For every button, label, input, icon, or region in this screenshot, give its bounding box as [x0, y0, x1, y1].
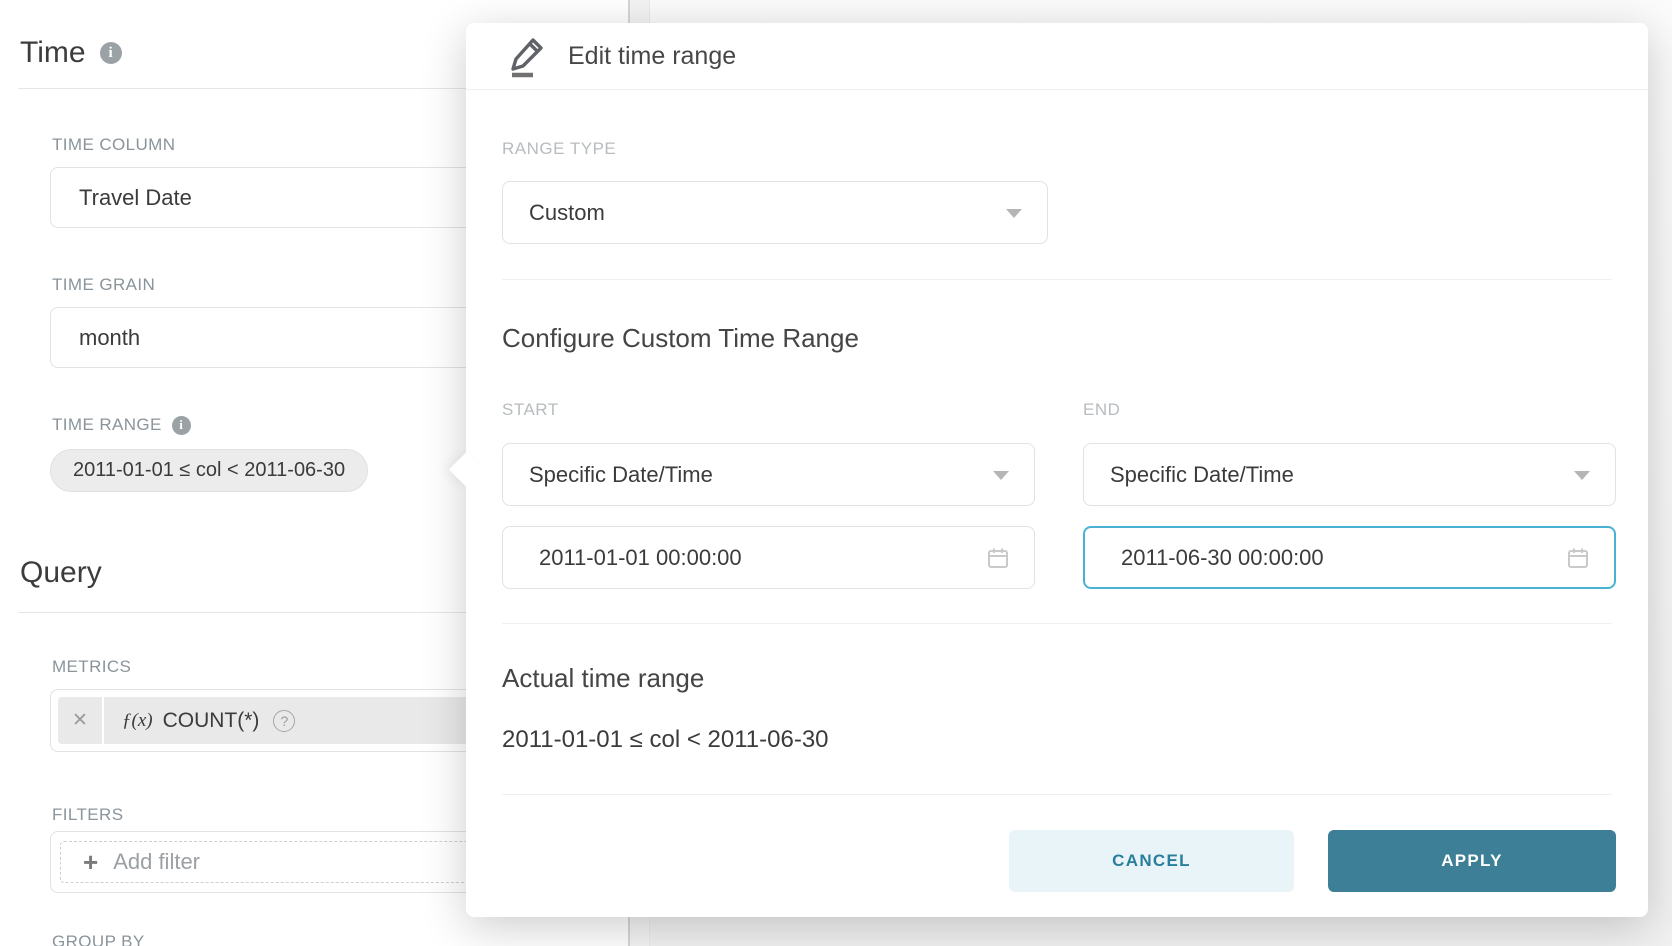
time-section-title: Time: [20, 36, 86, 69]
section-divider: [18, 88, 620, 89]
chevron-down-icon: [993, 470, 1009, 480]
time-grain-value: month: [79, 324, 141, 350]
add-filter-button[interactable]: + Add filter: [60, 841, 610, 883]
modal-divider: [502, 623, 1612, 624]
section-divider: [18, 612, 620, 613]
time-range-label-text: TIME RANGE: [52, 415, 162, 434]
actual-time-range-value: 2011-01-01 ≤ col < 2011-06-30: [502, 726, 829, 753]
pencil-edit-icon: [511, 38, 543, 78]
help-icon[interactable]: ?: [273, 709, 296, 732]
time-section-header: Time i: [20, 36, 122, 70]
plus-icon: +: [83, 847, 99, 877]
end-label: END: [1083, 400, 1121, 419]
group-by-label: GROUP BY: [52, 932, 145, 946]
info-icon[interactable]: i: [99, 42, 122, 64]
chevron-down-icon: [1574, 470, 1590, 480]
time-column-value: Travel Date: [79, 184, 192, 210]
query-section-header: Query: [20, 556, 102, 590]
metric-expression: COUNT(*): [162, 708, 260, 732]
edit-time-range-popover: Edit time range RANGE TYPE Custom Config…: [448, 23, 1648, 917]
start-label: START: [502, 400, 559, 419]
time-column-label: TIME COLUMN: [52, 135, 176, 154]
footer-divider: [502, 794, 1612, 795]
end-datetime-input[interactable]: 2011-06-30 00:00:00: [1083, 526, 1616, 589]
start-mode-value: Specific Date/Time: [529, 461, 713, 487]
actual-time-range-heading: Actual time range: [502, 663, 705, 693]
end-datetime-value: 2011-06-30 00:00:00: [1121, 544, 1324, 570]
chevron-down-icon: [1006, 208, 1022, 218]
filters-label: FILTERS: [52, 805, 124, 824]
end-mode-value: Specific Date/Time: [1110, 461, 1294, 487]
start-datetime-input[interactable]: 2011-01-01 00:00:00: [502, 526, 1035, 589]
time-grain-label: TIME GRAIN: [52, 275, 156, 294]
range-type-select[interactable]: Custom: [502, 181, 1048, 244]
start-datetime-value: 2011-01-01 00:00:00: [539, 544, 742, 570]
add-filter-label: Add filter: [113, 849, 201, 874]
popover-title: Edit time range: [568, 41, 737, 70]
modal-divider: [502, 279, 1612, 280]
metrics-label: METRICS: [52, 657, 132, 676]
configure-heading: Configure Custom Time Range: [502, 323, 859, 353]
time-range-label: TIME RANGE i: [52, 415, 191, 435]
apply-button[interactable]: APPLY: [1328, 830, 1616, 892]
cancel-button[interactable]: CANCEL: [1009, 830, 1294, 892]
range-type-value: Custom: [529, 199, 605, 225]
start-mode-select[interactable]: Specific Date/Time: [502, 443, 1035, 506]
popover-header: Edit time range: [466, 23, 1648, 90]
remove-metric-icon[interactable]: ✕: [58, 697, 104, 744]
time-range-pill[interactable]: 2011-01-01 ≤ col < 2011-06-30: [50, 449, 369, 492]
time-range-pill-value: 2011-01-01 ≤ col < 2011-06-30: [73, 459, 346, 481]
range-type-label: RANGE TYPE: [502, 139, 617, 158]
calendar-icon[interactable]: [1566, 546, 1590, 570]
info-icon[interactable]: i: [171, 415, 191, 435]
end-mode-select[interactable]: Specific Date/Time: [1083, 443, 1616, 506]
calendar-icon[interactable]: [986, 546, 1010, 570]
function-icon: ƒ(x): [122, 709, 153, 731]
query-section-title: Query: [20, 556, 102, 589]
